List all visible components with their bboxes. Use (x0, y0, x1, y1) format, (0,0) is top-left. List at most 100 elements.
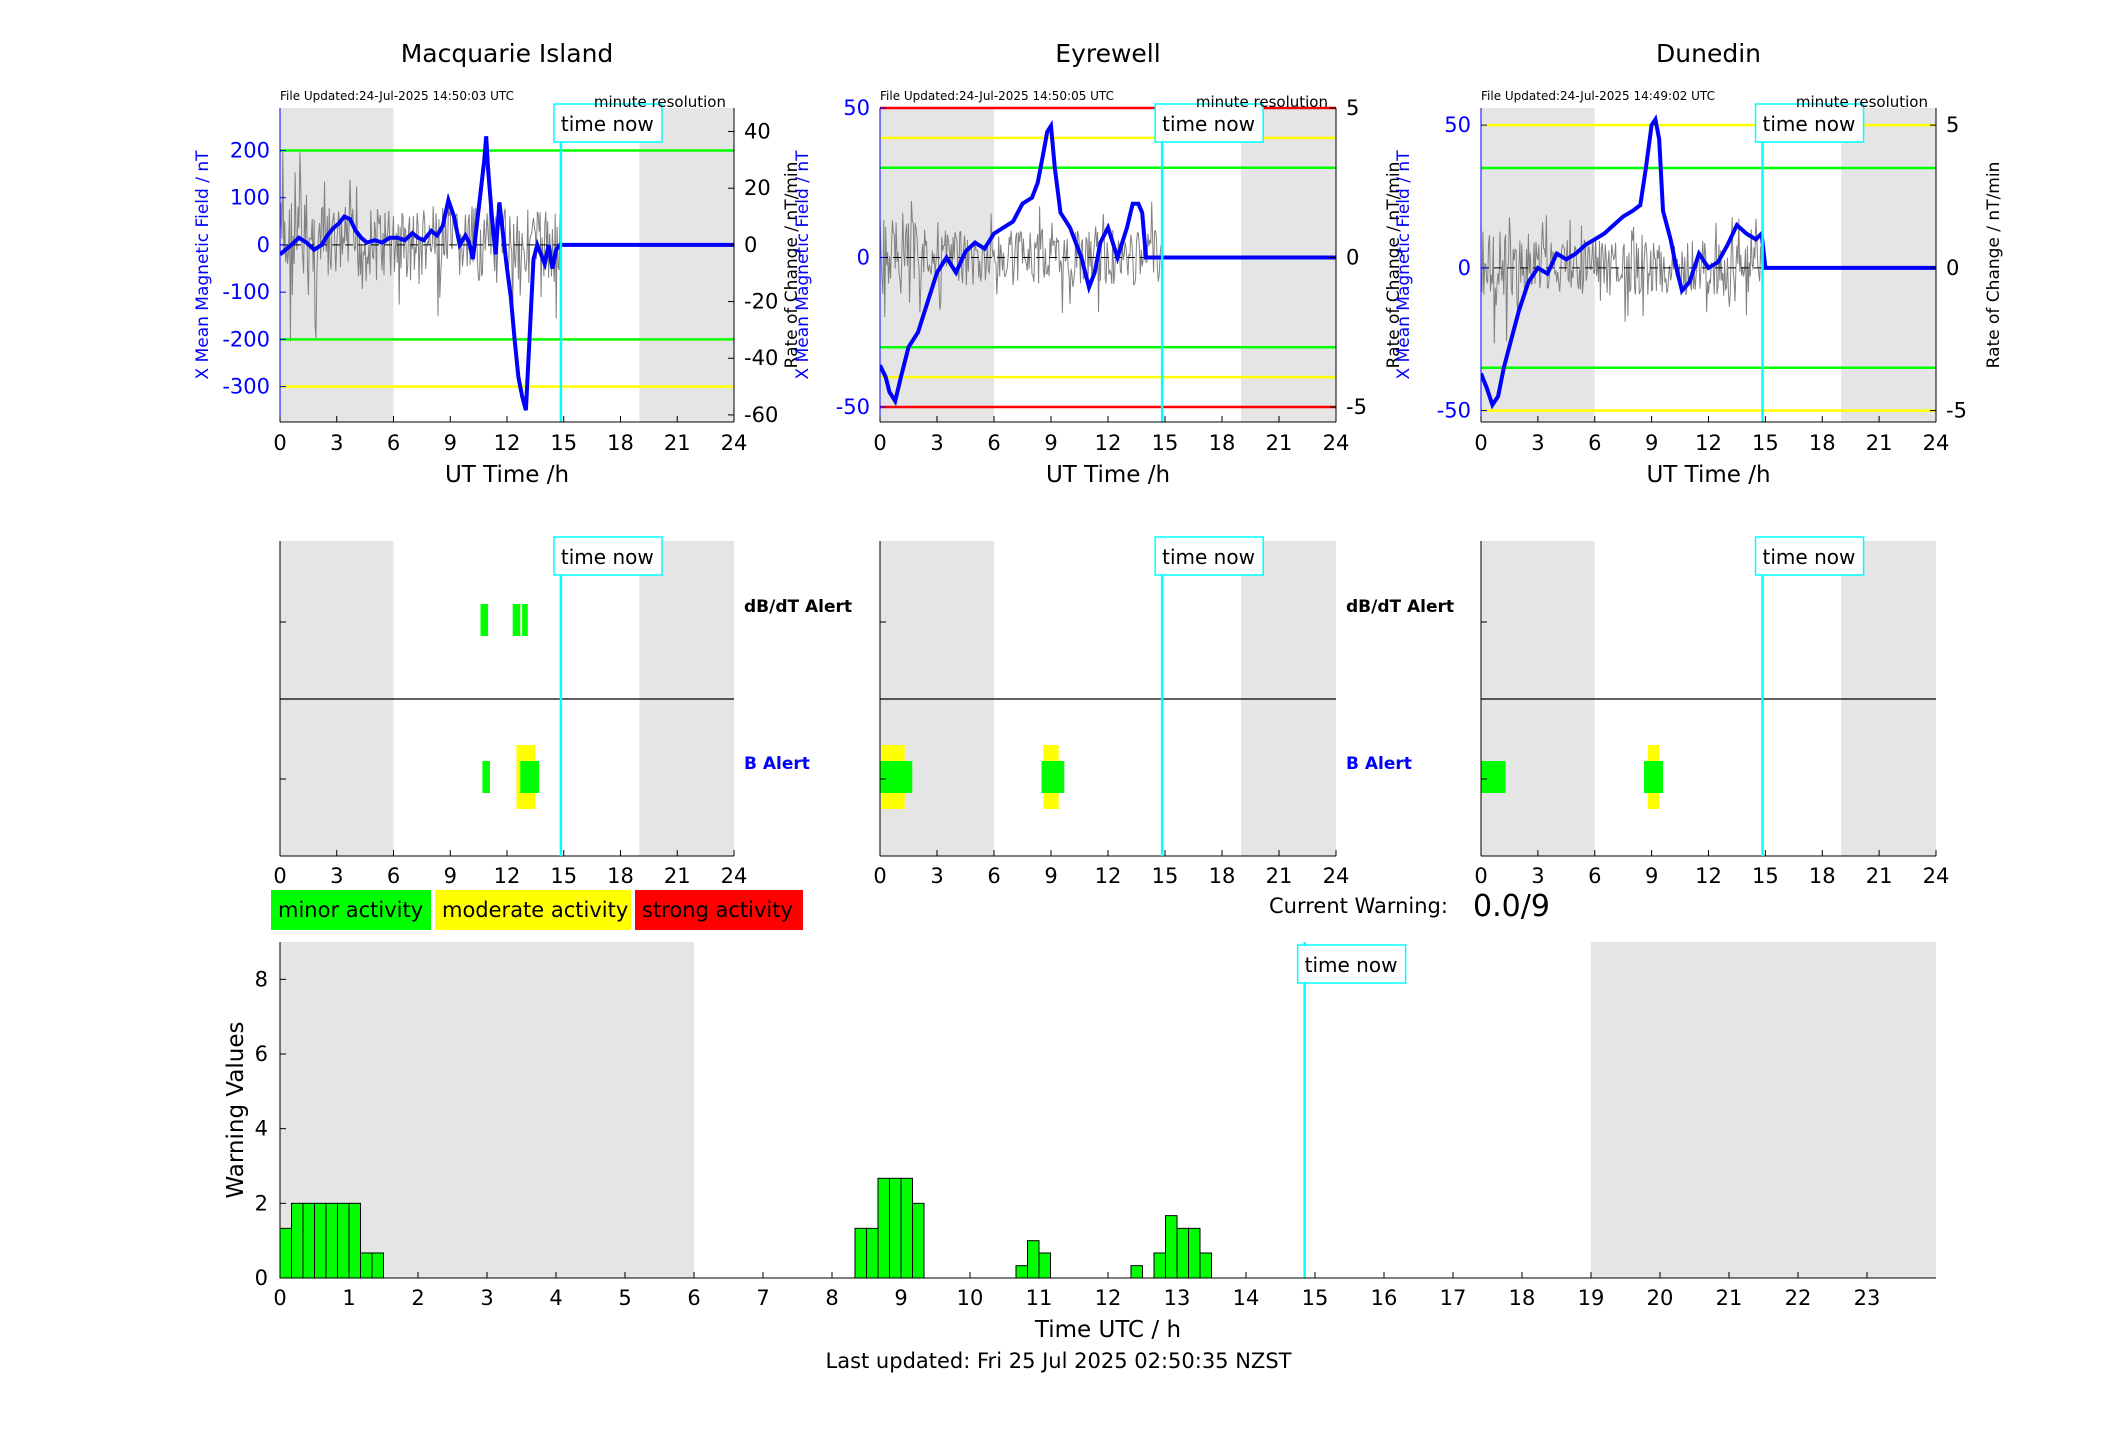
x-tick-label: 24 (1323, 431, 1350, 455)
x-tick-label: 18 (1809, 864, 1836, 888)
y-tick-label: -100 (222, 280, 270, 304)
time-now-box (553, 536, 663, 576)
time-now-box (1296, 944, 1407, 984)
x-axis-title: UT Time /h (1046, 462, 1170, 488)
time-now-box (1754, 536, 1865, 576)
x-tick-label: 24 (721, 431, 748, 455)
time-now-box (553, 103, 663, 143)
rate-of-change-trace (880, 200, 1162, 317)
x-tick-label: 0 (273, 864, 286, 888)
x-tick-label: 15 (1302, 1286, 1329, 1310)
x-tick-label: 9 (1044, 864, 1057, 888)
x-tick-label: 4 (549, 1286, 562, 1310)
time-now-label: time now (561, 112, 654, 136)
x-tick-label: 3 (330, 431, 343, 455)
x-tick-label: 3 (330, 864, 343, 888)
x-tick-label: 2 (411, 1286, 424, 1310)
file-updated: File Updated:24-Jul-2025 14:50:05 UTC (880, 89, 1114, 103)
y-axis-title: Warning Values (223, 1021, 249, 1198)
time-now-label: time now (561, 545, 654, 569)
y-tick-label: 6 (255, 1042, 268, 1066)
x-tick-label: 6 (1588, 431, 1601, 455)
x-tick-label: 3 (930, 431, 943, 455)
x-tick-label: 3 (1531, 864, 1544, 888)
time-now-label: time now (1763, 112, 1856, 136)
x-tick-label: 18 (1209, 431, 1236, 455)
b-alert-label: B Alert (1346, 754, 1412, 774)
y-tick-label: 0 (1458, 256, 1471, 280)
y-tick-label: -300 (222, 375, 270, 399)
y2-axis-title: Rate of Change / nT/min (1984, 162, 2004, 369)
resolution-label: minute resolution (1196, 93, 1328, 111)
field-series-line (280, 136, 734, 411)
dbdt-alert-label: dB/dT Alert (1346, 597, 1454, 617)
field-series-line (1481, 114, 1936, 410)
alert-panel: time now 0 3 6 9 12 15 18 21 24 (1474, 536, 1949, 888)
y2-axis-title: Rate of Change / nT/min (782, 162, 802, 369)
x-tick-label: 1 (342, 1286, 355, 1310)
night-shade (280, 108, 394, 422)
file-updated: File Updated:24-Jul-2025 14:50:03 UTC (280, 89, 514, 103)
night-shade (1841, 108, 1936, 422)
time-now-box (1154, 536, 1264, 576)
y2-tick-label: 0 (744, 233, 757, 257)
x-tick-label: 7 (756, 1286, 769, 1310)
x-tick-label: 10 (957, 1286, 984, 1310)
warning-bar (302, 1202, 316, 1279)
y2-tick-label: 0 (1346, 246, 1359, 270)
y2-tick-label: -60 (744, 403, 778, 427)
x-tick-label: 18 (1509, 1286, 1536, 1310)
night-shade (880, 108, 994, 422)
x-tick-label: 24 (1323, 864, 1350, 888)
field-series-line (880, 119, 1336, 407)
warning-bar (291, 1202, 304, 1279)
y2-tick-label: -20 (744, 290, 778, 314)
warning-bar (912, 1202, 925, 1279)
y-tick-label: 2 (255, 1191, 268, 1215)
legend-swatch (271, 890, 431, 930)
x-tick-label: 21 (1866, 431, 1893, 455)
y-tick-label: -200 (222, 327, 270, 351)
legend-swatch (635, 890, 803, 930)
warning-bar (1153, 1252, 1167, 1279)
x-tick-label: 6 (387, 864, 400, 888)
resolution-label: minute resolution (594, 93, 726, 111)
warning-bar (877, 1177, 891, 1279)
y-tick-label: 0 (857, 246, 870, 270)
night-shade (1591, 942, 1936, 1278)
warning-bar (900, 1177, 914, 1279)
x-tick-label: 12 (1695, 431, 1722, 455)
legend-label: strong activity (642, 898, 793, 922)
y-axis-title: X Mean Magnetic Field / nT (193, 150, 213, 380)
x-tick-label: 12 (1695, 864, 1722, 888)
alert-block (1481, 761, 1506, 793)
x-tick-label: 3 (480, 1286, 493, 1310)
time-now-box (1754, 103, 1865, 143)
current-warning-value: 0.0/9 (1473, 889, 1550, 924)
legend-label: moderate activity (442, 898, 628, 922)
x-tick-label: 24 (1923, 431, 1950, 455)
warning-bar (888, 1177, 902, 1279)
x-tick-label: 15 (1752, 431, 1779, 455)
y-tick-label: 8 (255, 967, 268, 991)
x-tick-label: 6 (687, 1286, 700, 1310)
x-axis-title: Time UTC / h (1034, 1317, 1181, 1343)
x-tick-label: 6 (387, 431, 400, 455)
night-shade (639, 108, 734, 422)
warning-bar (314, 1202, 327, 1279)
x-tick-label: 9 (1645, 864, 1658, 888)
x-tick-label: 21 (1266, 864, 1293, 888)
panel-title: Dunedin (1656, 39, 1761, 68)
x-tick-label: 15 (550, 431, 577, 455)
warning-bar (360, 1252, 373, 1279)
x-tick-label: 19 (1578, 1286, 1605, 1310)
x-tick-label: 21 (1266, 431, 1293, 455)
warning-bar (1015, 1265, 1029, 1279)
alert-block (1041, 761, 1065, 793)
x-tick-label: 9 (894, 1286, 907, 1310)
legend-label: minor activity (278, 898, 423, 922)
y2-tick-label: 40 (744, 120, 771, 144)
y2-tick-label: 5 (1346, 96, 1359, 120)
warning-bar (325, 1202, 339, 1279)
